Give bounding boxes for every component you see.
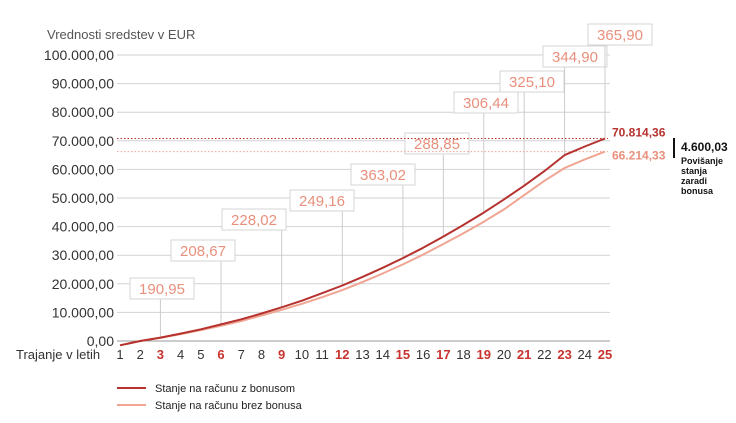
x-tick-label: 7: [238, 347, 245, 362]
callout-label: 208,67: [180, 243, 226, 260]
callout-label: 344,90: [552, 49, 598, 66]
difference-label-3: zaradi: [681, 176, 707, 186]
x-tick-label: 3: [157, 347, 164, 362]
legend-label-nobonus: Stanje na računu brez bonusa: [155, 400, 303, 412]
x-tick-label: 15: [396, 347, 410, 362]
callout-box: [221, 208, 287, 231]
callout-box: [587, 23, 653, 46]
y-tick-label: 10.000,00: [52, 304, 114, 320]
callout-box: [350, 163, 416, 186]
x-tick-label: 11: [315, 347, 329, 362]
x-tick-label: 17: [436, 347, 450, 362]
x-tick-label: 2: [137, 347, 144, 362]
x-tick-label: 18: [456, 347, 470, 362]
x-tick-label: 12: [335, 347, 349, 362]
callout-label: 228,02: [231, 212, 277, 229]
x-tick-label: 13: [355, 347, 369, 362]
callout-label: 363,02: [360, 167, 406, 184]
x-axis-label: Trajanje v letih: [16, 347, 100, 362]
y-tick-label: 20.000,00: [52, 276, 114, 292]
legend: Stanje na računu z bonusom Stanje na rač…: [117, 383, 303, 412]
difference-label-4: bonusa: [681, 186, 714, 196]
callout-label: 288,85: [414, 136, 460, 153]
callout-box: [542, 45, 608, 68]
callout-box: [170, 239, 236, 262]
x-tick-label: 9: [278, 347, 285, 362]
y-axis-label: Vrednosti sredstev v EUR: [47, 27, 195, 42]
callout-label: 325,10: [509, 74, 555, 91]
x-tick-label: 5: [197, 347, 204, 362]
x-tick-label: 1: [116, 347, 123, 362]
series-lines: [119, 137, 606, 347]
x-tick-label: 24: [578, 347, 592, 362]
x-tick-label: 21: [517, 347, 531, 362]
series-end-label: 70.814,36: [612, 125, 666, 139]
y-tick-label: 60.000,00: [52, 161, 114, 177]
x-tick-label: 16: [416, 347, 430, 362]
callout-box: [499, 70, 565, 93]
x-tick-label: 19: [477, 347, 491, 362]
difference-annotation: 4.600,03 Povišanje stanja zaradi bonusa: [673, 138, 728, 196]
y-tick-label: 90.000,00: [52, 76, 114, 92]
difference-label-1: Povišanje: [681, 156, 723, 166]
callout-box: [129, 277, 195, 300]
callout-label: 306,44: [463, 95, 509, 112]
reference-lines: [117, 137, 608, 153]
callouts: 190,95 208,67 228,02 249,16 363,02 288,85 306,…: [129, 23, 653, 338]
difference-value: 4.600,03: [681, 140, 728, 154]
callout-box: [289, 189, 355, 212]
y-tick-label: 50.000,00: [52, 190, 114, 206]
x-tick-label: 8: [258, 347, 265, 362]
series-line: [119, 137, 606, 347]
x-tick-label: 4: [177, 347, 184, 362]
x-ticks: 1 2 3 4 5 6 7 8 9 10 11 12 13 14 15 16 17 18 19 20 21 22 23 24 2…: [116, 347, 612, 362]
legend-label-bonus: Stanje na računu z bonusom: [155, 383, 295, 395]
end-labels: 70.814,36 66.214,33: [612, 125, 666, 162]
y-tick-label: 40.000,00: [52, 219, 114, 235]
callout-label: 365,90: [597, 27, 643, 44]
x-tick-label: 20: [497, 347, 511, 362]
x-tick-label: 10: [295, 347, 309, 362]
callout-box: [453, 91, 519, 114]
series-end-label: 66.214,33: [612, 149, 666, 163]
x-tick-label: 22: [537, 347, 551, 362]
callout-label: 190,95: [139, 281, 185, 298]
difference-label-2: stanja: [681, 166, 708, 176]
y-ticks: 0,00 10.000,00 20.000,00 30.000,00 40.000,00…: [44, 47, 114, 349]
x-tick-label: 23: [557, 347, 571, 362]
x-tick-label: 14: [375, 347, 389, 362]
x-tick-label: 25: [598, 347, 612, 362]
x-tick-label: 6: [217, 347, 224, 362]
y-tick-label: 30.000,00: [52, 247, 114, 263]
callout-label: 249,16: [299, 193, 345, 210]
y-tick-label: 80.000,00: [52, 104, 114, 120]
y-tick-label: 70.000,00: [52, 133, 114, 149]
y-tick-label: 100.000,00: [44, 47, 114, 63]
y-tick-label: 0,00: [87, 333, 114, 349]
